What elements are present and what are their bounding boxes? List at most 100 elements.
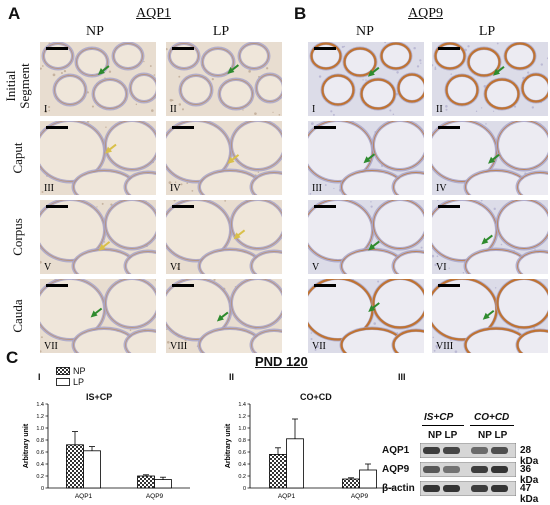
y-axis-label: Arbitrary unit	[23, 423, 30, 468]
blot-head-underline-left	[422, 425, 464, 426]
tissue-micrograph	[166, 42, 282, 116]
blot-band	[471, 466, 488, 473]
tissue-micrograph	[40, 279, 156, 353]
histology-tile: VI	[166, 200, 282, 274]
chart-legend: NP LP	[56, 365, 86, 387]
tile-numeral: V	[312, 262, 320, 273]
tile-numeral: IV	[436, 183, 447, 194]
blot-head-right: CO+CD	[474, 412, 510, 423]
tile-numeral: V	[44, 262, 52, 273]
pointer-arrow-icon	[98, 241, 111, 251]
chart-ii-number: II	[229, 372, 235, 382]
scale-bar	[46, 284, 68, 287]
histology-tile: VIII	[166, 279, 282, 353]
tile-numeral: VII	[44, 341, 58, 352]
chart-i-title: IS+CP	[86, 392, 113, 402]
tissue-micrograph	[432, 42, 548, 116]
pointer-arrow-icon	[233, 229, 246, 240]
tile-numeral: VI	[170, 262, 181, 273]
x-category-label: AQP9	[351, 493, 369, 500]
tile-numeral: VI	[436, 262, 447, 273]
pointer-arrow-icon	[105, 143, 117, 154]
bar-lp-aqp1	[286, 438, 304, 489]
tissue-micrograph	[40, 42, 156, 116]
pointer-arrow-icon	[488, 153, 500, 164]
scale-bar	[172, 47, 194, 50]
bar-lp-aqp9	[359, 469, 377, 489]
blot-band	[423, 466, 440, 473]
blot-row-size: 36 kDa	[520, 464, 539, 486]
bar-lp-aqp1	[83, 450, 101, 489]
pointer-arrow-icon	[97, 65, 110, 76]
panel-a-letter: A	[8, 4, 21, 23]
y-tick-label: 1.2	[36, 414, 44, 420]
y-tick-label: 0.4	[36, 462, 44, 468]
legend-lp-swatch	[56, 377, 70, 386]
pointer-arrow-icon	[216, 311, 229, 322]
tissue-micrograph	[308, 279, 424, 353]
western-blot: IS+CP CO+CD NP LP NP LP AQP1 28 kDa AQP9 36…	[382, 412, 550, 505]
x-category-label: AQP1	[75, 493, 93, 500]
blot-strip	[420, 443, 516, 458]
chart-i: Arbitrary unit 0 0.2 0.4 0.6 0.8 1.0 1.2 1.4 AQP1…	[23, 402, 190, 500]
x-category-label: AQP1	[278, 493, 296, 500]
scale-bar	[438, 47, 460, 50]
blot-band	[471, 447, 488, 454]
blot-band	[423, 485, 440, 492]
y-tick-label: 0.8	[238, 438, 246, 444]
histology-tile: V	[40, 200, 156, 274]
panel-a-col-np: NP	[86, 24, 104, 39]
blot-band	[443, 485, 460, 492]
histology-tile: II	[432, 42, 548, 116]
blot-head-left: IS+CP	[424, 412, 454, 423]
blot-strip	[420, 462, 516, 477]
y-tick-label: 0	[243, 486, 246, 492]
scale-bar	[438, 126, 460, 129]
tile-numeral: VIII	[170, 341, 188, 352]
pointer-arrow-icon	[90, 307, 103, 318]
histology-tile: IV	[166, 121, 282, 195]
pointer-arrow-icon	[368, 302, 380, 313]
blot-row-size: 28 kDa	[520, 445, 539, 467]
histology-tile: I	[40, 42, 156, 116]
row-label-line: Segment	[17, 63, 32, 109]
chart-ii-title: CO+CD	[300, 392, 332, 402]
histology-tile: III	[40, 121, 156, 195]
y-tick-label: 1.4	[238, 402, 246, 408]
histology-tile: II	[166, 42, 282, 116]
x-category-label: AQP9	[146, 493, 164, 500]
scale-bar	[314, 126, 336, 129]
row-label-caput: Caput	[10, 118, 25, 198]
blot-row-name: β-actin	[382, 483, 415, 494]
legend-np-label: NP	[73, 365, 86, 376]
scale-bar	[314, 47, 336, 50]
histology-tile: V	[308, 200, 424, 274]
y-tick-label: 1.0	[36, 426, 44, 432]
tile-numeral: I	[312, 104, 316, 115]
panel-b-col-lp: LP	[478, 24, 496, 39]
row-label-line: Corpus	[10, 218, 25, 256]
row-label-corpus: Corpus	[10, 197, 25, 277]
blot-band	[443, 447, 460, 454]
histology-tile: VII	[308, 279, 424, 353]
blot-band	[491, 466, 508, 473]
blot-row-name: AQP9	[382, 464, 410, 475]
y-tick-label: 0.6	[238, 450, 246, 456]
chart-ii: Arbitrary unit 0 0.2 0.4 0.6 0.8 1.0 1.2 1.4 AQP1…	[225, 402, 396, 500]
panel-a-title: AQP1	[136, 6, 172, 21]
panel-b-letter: B	[294, 4, 307, 23]
blot-band	[423, 447, 440, 454]
blot-band	[491, 485, 508, 492]
row-label-line: Initial	[3, 70, 18, 102]
blot-head-underline-right	[470, 425, 514, 426]
tissue-micrograph	[432, 279, 548, 353]
tile-numeral: I	[44, 104, 48, 115]
blot-iii-number: III	[398, 372, 406, 382]
y-tick-label: 1.2	[238, 414, 246, 420]
bar-np-aqp9	[137, 475, 155, 489]
blot-band	[471, 485, 488, 492]
row-label-initial-segment: Initial Segment	[3, 46, 32, 126]
blot-lanes-right: NP LP	[478, 430, 508, 441]
y-axis-label: Arbitrary unit	[225, 423, 232, 468]
histology-tile: VII	[40, 279, 156, 353]
